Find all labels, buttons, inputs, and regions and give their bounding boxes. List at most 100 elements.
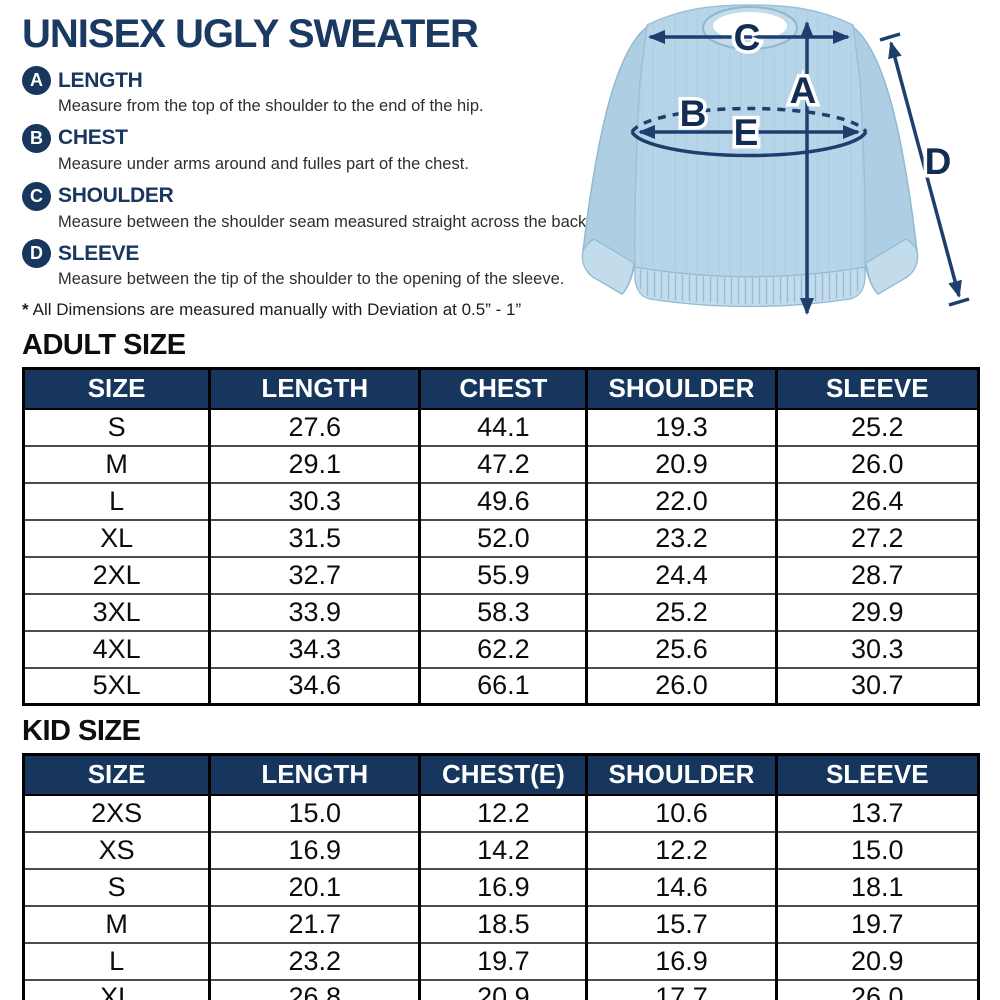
size-cell: L <box>23 481 210 520</box>
table-row: S 20.1 16.9 14.6 18.1 <box>23 867 979 906</box>
table-row: XL 31.5 52.0 23.2 27.2 <box>23 518 979 557</box>
value-cell: 25.2 <box>585 592 777 631</box>
sweater-left-cuff <box>581 238 635 295</box>
value-cell: 29.1 <box>208 444 420 483</box>
column-header: SIZE <box>23 368 210 409</box>
sleeve-arrow-top-tick <box>879 32 901 42</box>
value-cell: 28.7 <box>774 555 979 594</box>
value-cell: 18.1 <box>774 867 979 906</box>
note-asterisk: * <box>22 300 29 320</box>
value-cell: 47.2 <box>418 444 587 483</box>
value-cell: 13.7 <box>774 793 979 832</box>
value-cell: 52.0 <box>418 518 587 557</box>
measurement-description: Measure under arms around and fulles par… <box>58 154 469 173</box>
table-row: L 23.2 19.7 16.9 20.9 <box>23 941 979 980</box>
value-cell: 26.8 <box>208 978 420 1000</box>
value-cell: 26.0 <box>585 666 777 705</box>
measurement-info-panel: UNISEX UGLY SWEATER A LENGTH Measure fro… <box>22 12 597 320</box>
measurement-item: A LENGTH Measure from the top of the sho… <box>22 66 597 117</box>
measurement-item: C SHOULDER Measure between the shoulder … <box>22 181 597 233</box>
value-cell: 62.2 <box>418 629 587 668</box>
sleeve-arrow-bottom-tick <box>948 297 970 307</box>
table-row: 4XL 34.3 62.2 25.6 30.3 <box>23 629 979 668</box>
value-cell: 19.3 <box>585 407 777 446</box>
column-header: SIZE <box>23 754 210 795</box>
value-cell: 34.3 <box>208 629 420 668</box>
measurement-item: B CHEST Measure under arms around and fu… <box>22 123 597 175</box>
value-cell: 12.2 <box>418 793 587 832</box>
size-cell: 3XL <box>23 592 210 631</box>
table-row: M 21.7 18.5 15.7 19.7 <box>23 904 979 943</box>
value-cell: 27.2 <box>774 518 979 557</box>
value-cell: 15.7 <box>585 904 777 943</box>
column-header: CHEST(E) <box>418 754 587 795</box>
measurement-label: CHEST <box>58 126 128 150</box>
size-cell: S <box>23 407 210 446</box>
measurement-letter-badge: D <box>22 239 51 269</box>
size-cell: S <box>23 867 210 906</box>
table-row: 5XL 34.6 66.1 26.0 30.7 <box>23 666 979 705</box>
size-cell: 5XL <box>23 666 210 705</box>
value-cell: 26.4 <box>774 481 979 520</box>
measurement-label: LENGTH <box>58 68 143 92</box>
sleeve-arrow-d <box>888 41 962 298</box>
value-cell: 12.2 <box>585 830 777 869</box>
size-cell: XL <box>23 978 210 1000</box>
value-cell: 14.6 <box>585 867 777 906</box>
table-row: 2XL 32.7 55.9 24.4 28.7 <box>23 555 979 594</box>
value-cell: 49.6 <box>418 481 587 520</box>
value-cell: 55.9 <box>418 555 587 594</box>
value-cell: 18.5 <box>418 904 587 943</box>
measurement-description: Measure between the tip of the shoulder … <box>58 270 565 289</box>
sweater-measurement-diagram: C A B E D <box>560 0 992 332</box>
table-row: S 27.6 44.1 19.3 25.2 <box>23 407 979 446</box>
page-title: UNISEX UGLY SWEATER <box>22 12 479 56</box>
size-cell: M <box>23 444 210 483</box>
value-cell: 33.9 <box>208 592 420 631</box>
value-cell: 30.7 <box>774 666 979 705</box>
value-cell: 25.6 <box>585 629 777 668</box>
value-cell: 20.9 <box>774 941 979 980</box>
value-cell: 24.4 <box>585 555 777 594</box>
measurement-arrows <box>630 21 970 315</box>
value-cell: 20.1 <box>208 867 420 906</box>
adult-size-heading: ADULT SIZE <box>22 329 186 362</box>
measurement-label: SLEEVE <box>58 241 140 265</box>
adult-size-table: SIZE LENGTH CHEST SHOULDER SLEEVE S 27.6 44.1 1… <box>22 367 980 707</box>
size-cell: 2XL <box>23 555 210 594</box>
chest-ellipse-solid <box>630 131 868 158</box>
table-row: XS 16.9 14.2 12.2 15.0 <box>23 830 979 869</box>
value-cell: 32.7 <box>208 555 420 594</box>
value-cell: 30.3 <box>208 481 420 520</box>
label-c: C <box>734 17 761 58</box>
kid-header-row: SIZE LENGTH CHEST(E) SHOULDER SLEEVE <box>23 754 979 795</box>
value-cell: 16.9 <box>418 867 587 906</box>
kid-size-heading: KID SIZE <box>22 715 141 748</box>
size-cell: M <box>23 904 210 943</box>
value-cell: 17.7 <box>585 978 777 1000</box>
value-cell: 29.9 <box>774 592 979 631</box>
table-row: 3XL 33.9 58.3 25.2 29.9 <box>23 592 979 631</box>
measurement-item: D SLEEVE Measure between the tip of the … <box>22 239 597 290</box>
value-cell: 66.1 <box>418 666 587 705</box>
column-header: SHOULDER <box>585 754 777 795</box>
table-row: XL 26.8 20.9 17.7 26.0 <box>23 978 979 1000</box>
value-cell: 14.2 <box>418 830 587 869</box>
label-b: B <box>680 93 707 134</box>
column-header: SHOULDER <box>585 368 777 409</box>
value-cell: 23.2 <box>585 518 777 557</box>
size-cell: 2XS <box>23 793 210 832</box>
value-cell: 21.7 <box>208 904 420 943</box>
value-cell: 30.3 <box>774 629 979 668</box>
value-cell: 27.6 <box>208 407 420 446</box>
value-cell: 34.6 <box>208 666 420 705</box>
dimensions-note: * All Dimensions are measured manually wi… <box>22 300 597 320</box>
value-cell: 31.5 <box>208 518 420 557</box>
column-header: SLEEVE <box>774 754 979 795</box>
value-cell: 10.6 <box>585 793 777 832</box>
sweater-diagram-svg: C A B E D <box>581 4 970 315</box>
value-cell: 26.0 <box>774 978 979 1000</box>
value-cell: 19.7 <box>418 941 587 980</box>
table-row: L 30.3 49.6 22.0 26.4 <box>23 481 979 520</box>
